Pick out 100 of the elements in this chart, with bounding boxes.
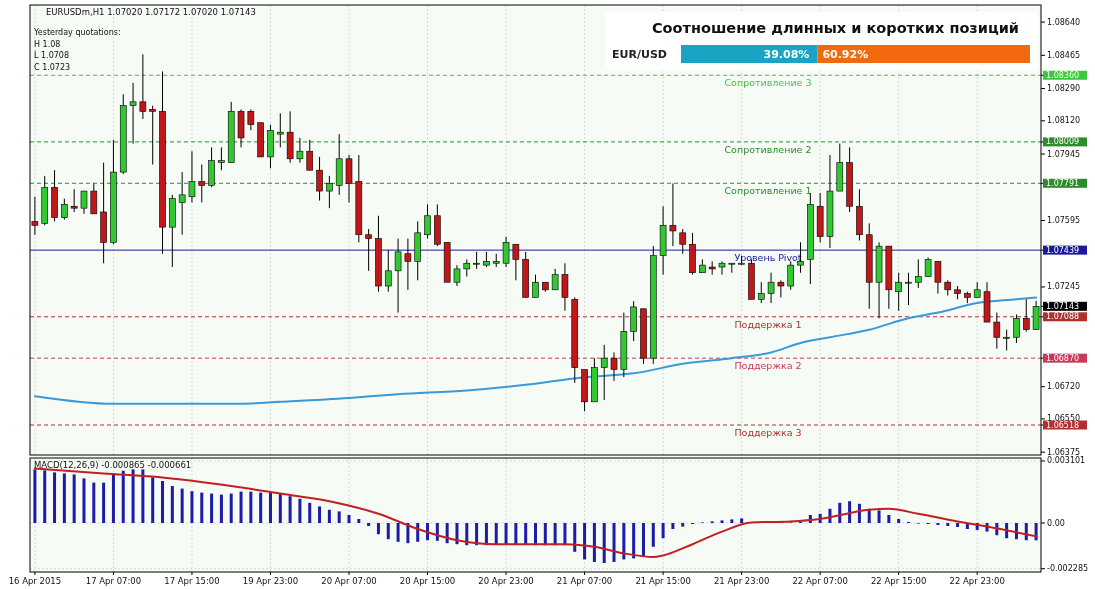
candlestick xyxy=(993,312,1001,350)
candlestick xyxy=(316,156,323,202)
line-series xyxy=(33,296,1038,405)
x-tick-label: 21 Apr 07:00 xyxy=(556,576,613,586)
bar xyxy=(612,523,616,562)
y-tick-label: 1.08360 xyxy=(1046,70,1080,80)
bar xyxy=(121,470,125,523)
x-tick-label: 22 Apr 15:00 xyxy=(870,576,927,586)
y-tick-label: 1.06720 xyxy=(1047,382,1081,392)
candlestick xyxy=(767,272,775,304)
y-tick-label: 1.07945 xyxy=(1047,149,1081,159)
bar xyxy=(632,523,636,559)
bar xyxy=(376,523,380,535)
candlestick xyxy=(895,272,902,312)
candlestick xyxy=(915,258,922,289)
y-tick-label: 0.003101 xyxy=(1047,456,1086,466)
x-tick-label: 21 Apr 23:00 xyxy=(713,576,770,586)
bar xyxy=(347,515,351,523)
bar xyxy=(504,523,508,545)
x-tick-label: 20 Apr 23:00 xyxy=(478,576,534,586)
bar xyxy=(111,473,115,523)
candlestick xyxy=(139,53,147,120)
bar xyxy=(602,523,606,563)
y-tick-label: 1.07245 xyxy=(1047,282,1081,292)
bar xyxy=(877,510,881,523)
bar xyxy=(151,477,155,523)
ref-line-label: Поддержка 2 xyxy=(734,360,802,372)
bar xyxy=(730,519,734,523)
candlestick xyxy=(502,236,510,268)
bar xyxy=(170,486,174,523)
candlestick xyxy=(129,82,137,145)
ref-line-label: Поддержка 1 xyxy=(734,318,802,330)
bar xyxy=(210,493,214,523)
y-tick-label: 1.08120 xyxy=(1047,116,1081,126)
bar xyxy=(386,523,390,540)
bar xyxy=(848,501,852,523)
line-series xyxy=(33,467,1038,558)
y-tick-label: 1.07088 xyxy=(1046,312,1080,322)
bar xyxy=(563,523,567,546)
bar xyxy=(475,523,479,546)
candlestick xyxy=(296,137,304,164)
bar xyxy=(278,493,282,523)
candlestick xyxy=(277,112,284,148)
bar xyxy=(946,523,950,526)
bar xyxy=(484,523,488,546)
bar xyxy=(465,523,469,546)
y-tick-label: -0.002285 xyxy=(1047,564,1089,574)
candlestick xyxy=(188,150,196,203)
annotation: L 1.0708 xyxy=(34,51,69,61)
candlestick xyxy=(404,238,412,291)
chart-title: EURUSDm,H1 1.07020 1.07172 1.07020 1.07143 xyxy=(46,7,256,17)
candlestick xyxy=(306,139,314,171)
candlestick xyxy=(90,182,98,215)
bar xyxy=(259,492,263,523)
chart-title: MACD(12,26,9) -0.000865 -0.000661 xyxy=(34,460,192,470)
candlestick xyxy=(365,228,372,272)
candlestick xyxy=(247,108,255,131)
x-tick-label: 16 Apr 2015 xyxy=(8,576,62,586)
x-tick-label: 17 Apr 15:00 xyxy=(164,576,220,586)
y-tick-label: 1.07791 xyxy=(1046,178,1080,188)
candlestick xyxy=(532,274,539,298)
bar xyxy=(327,509,331,523)
bar xyxy=(534,523,537,546)
bar xyxy=(720,520,724,523)
candlestick xyxy=(326,175,333,209)
candlestick xyxy=(610,351,618,382)
x-tick-label: 20 Apr 07:00 xyxy=(321,576,377,586)
bar xyxy=(396,523,400,542)
bar xyxy=(661,523,665,539)
bar xyxy=(740,518,744,523)
bar xyxy=(318,506,322,523)
bar xyxy=(308,502,312,523)
x-tick-label: 20 Apr 15:00 xyxy=(399,576,456,586)
candlestick xyxy=(453,264,461,287)
x-tick-label: 17 Apr 07:00 xyxy=(85,576,142,586)
bar xyxy=(897,519,901,523)
candlestick xyxy=(80,190,88,215)
bar xyxy=(583,523,587,560)
y-tick-label: 1.07595 xyxy=(1047,216,1081,226)
candlestick xyxy=(178,171,186,236)
y-tick-label: 0.00 xyxy=(1047,518,1065,528)
annotation: C 1.0723 xyxy=(34,63,71,73)
bar xyxy=(337,511,341,523)
candlestick xyxy=(669,182,677,247)
candlestick xyxy=(787,260,794,291)
bar xyxy=(53,472,57,523)
candlestick xyxy=(934,260,942,295)
bar xyxy=(641,523,645,557)
bar xyxy=(494,523,498,545)
candlestick xyxy=(149,105,156,165)
bar xyxy=(180,488,184,523)
bar xyxy=(161,481,165,523)
bar xyxy=(102,482,106,523)
x-tick-label: 22 Apr 23:00 xyxy=(949,576,1005,586)
candlestick xyxy=(1022,298,1030,333)
bar xyxy=(268,492,272,523)
bar xyxy=(357,519,361,523)
candlestick xyxy=(394,238,402,314)
candlestick xyxy=(551,268,559,291)
bar xyxy=(33,469,37,523)
